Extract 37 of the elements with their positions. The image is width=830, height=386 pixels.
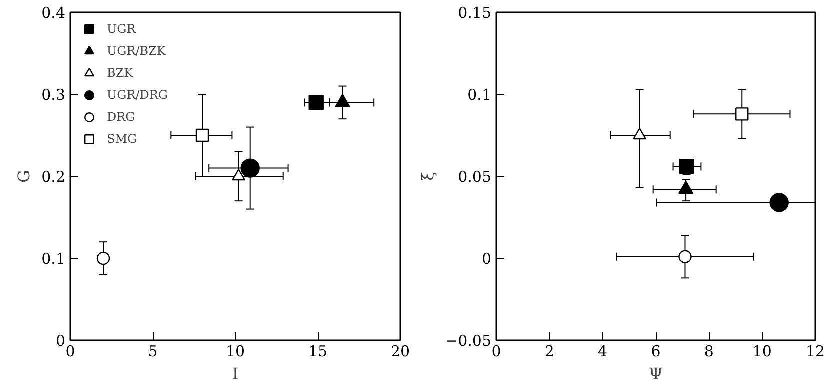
x-tick-label: 10 xyxy=(226,342,246,360)
y-tick-label: 0.4 xyxy=(42,4,66,22)
point xyxy=(96,252,110,266)
legend-label: UGR xyxy=(107,22,136,36)
x-tick-label: 8 xyxy=(704,342,714,360)
y-tick-label: −0.05 xyxy=(446,332,492,350)
legend-label: BZK xyxy=(107,66,134,80)
x-tick-label: 6 xyxy=(651,342,661,360)
y-tick-label: 0.2 xyxy=(42,168,66,186)
point xyxy=(196,128,210,142)
x-tick-label: 10 xyxy=(752,342,772,360)
point xyxy=(679,159,694,174)
point xyxy=(736,108,749,121)
x-tick-label: 15 xyxy=(308,342,328,360)
x-tick-label: 12 xyxy=(806,342,826,360)
x-tick-label: 2 xyxy=(544,342,554,360)
x-axis-title: I xyxy=(232,364,239,384)
y-axis-title: G xyxy=(14,170,34,183)
y-tick-label: 0.1 xyxy=(42,250,66,268)
y-tick-label: 0 xyxy=(482,250,492,268)
x-axis-title: Ψ xyxy=(648,364,664,384)
y-tick-label: 0.1 xyxy=(468,86,492,104)
legend-label: UGR/DRG xyxy=(107,88,168,102)
legend-label: UGR/BZK xyxy=(107,44,166,58)
legend-label: SMG xyxy=(107,132,138,146)
y-tick-label: 0.05 xyxy=(458,168,492,186)
point xyxy=(678,250,692,264)
point xyxy=(770,193,789,212)
y-axis-title: ξ xyxy=(418,172,438,181)
y-tick-label: 0.15 xyxy=(458,4,492,22)
x-tick-label: 5 xyxy=(148,342,158,360)
x-tick-label: 20 xyxy=(390,342,410,360)
point xyxy=(240,158,260,178)
y-tick-label: 0.3 xyxy=(42,86,66,104)
point xyxy=(308,95,324,110)
legend-label: DRG xyxy=(107,110,136,124)
x-tick-label: 4 xyxy=(598,342,608,360)
